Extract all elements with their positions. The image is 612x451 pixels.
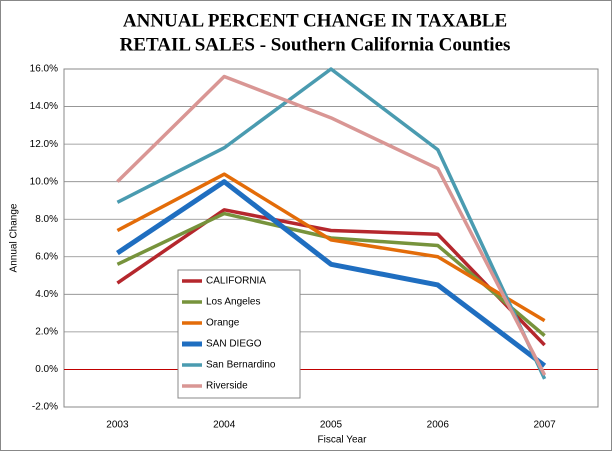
y-tick-label: 4.0% xyxy=(35,289,58,300)
legend-label: Orange xyxy=(206,318,240,329)
legend-label: Los Angeles xyxy=(206,297,261,308)
y-tick-label: 10.0% xyxy=(30,176,58,187)
series-line xyxy=(116,74,547,376)
y-tick-label: 8.0% xyxy=(35,214,58,225)
chart-title: ANNUAL PERCENT CHANGE IN TAXABLE xyxy=(123,10,507,31)
chart-title: RETAIL SALES - Southern California Count… xyxy=(120,34,511,55)
series-line xyxy=(116,208,546,347)
series-line xyxy=(116,67,547,380)
legend-label: SAN DIEGO xyxy=(206,339,262,350)
legend-label: Riverside xyxy=(206,381,248,392)
series-line xyxy=(116,172,546,323)
x-tick-label: 2003 xyxy=(106,420,129,431)
y-tick-label: -2.0% xyxy=(32,402,58,413)
x-tick-label: 2005 xyxy=(320,420,343,431)
legend-box xyxy=(177,269,301,399)
x-tick-label: 2006 xyxy=(427,420,450,431)
x-axis-label: Fiscal Year xyxy=(318,435,368,446)
series-line xyxy=(116,179,547,368)
y-tick-label: 14.0% xyxy=(30,101,58,112)
y-tick-label: 6.0% xyxy=(35,251,58,262)
y-tick-label: 2.0% xyxy=(35,327,58,338)
y-axis-label: Annual Change xyxy=(9,203,20,272)
x-tick-label: 2007 xyxy=(533,420,556,431)
legend-label: CALIFORNIA xyxy=(206,276,266,287)
legend-label: San Bernardino xyxy=(206,360,276,371)
y-tick-label: 16.0% xyxy=(30,64,58,75)
y-tick-label: 0.0% xyxy=(35,364,58,375)
x-tick-label: 2004 xyxy=(213,420,236,431)
y-tick-label: 12.0% xyxy=(30,139,58,150)
